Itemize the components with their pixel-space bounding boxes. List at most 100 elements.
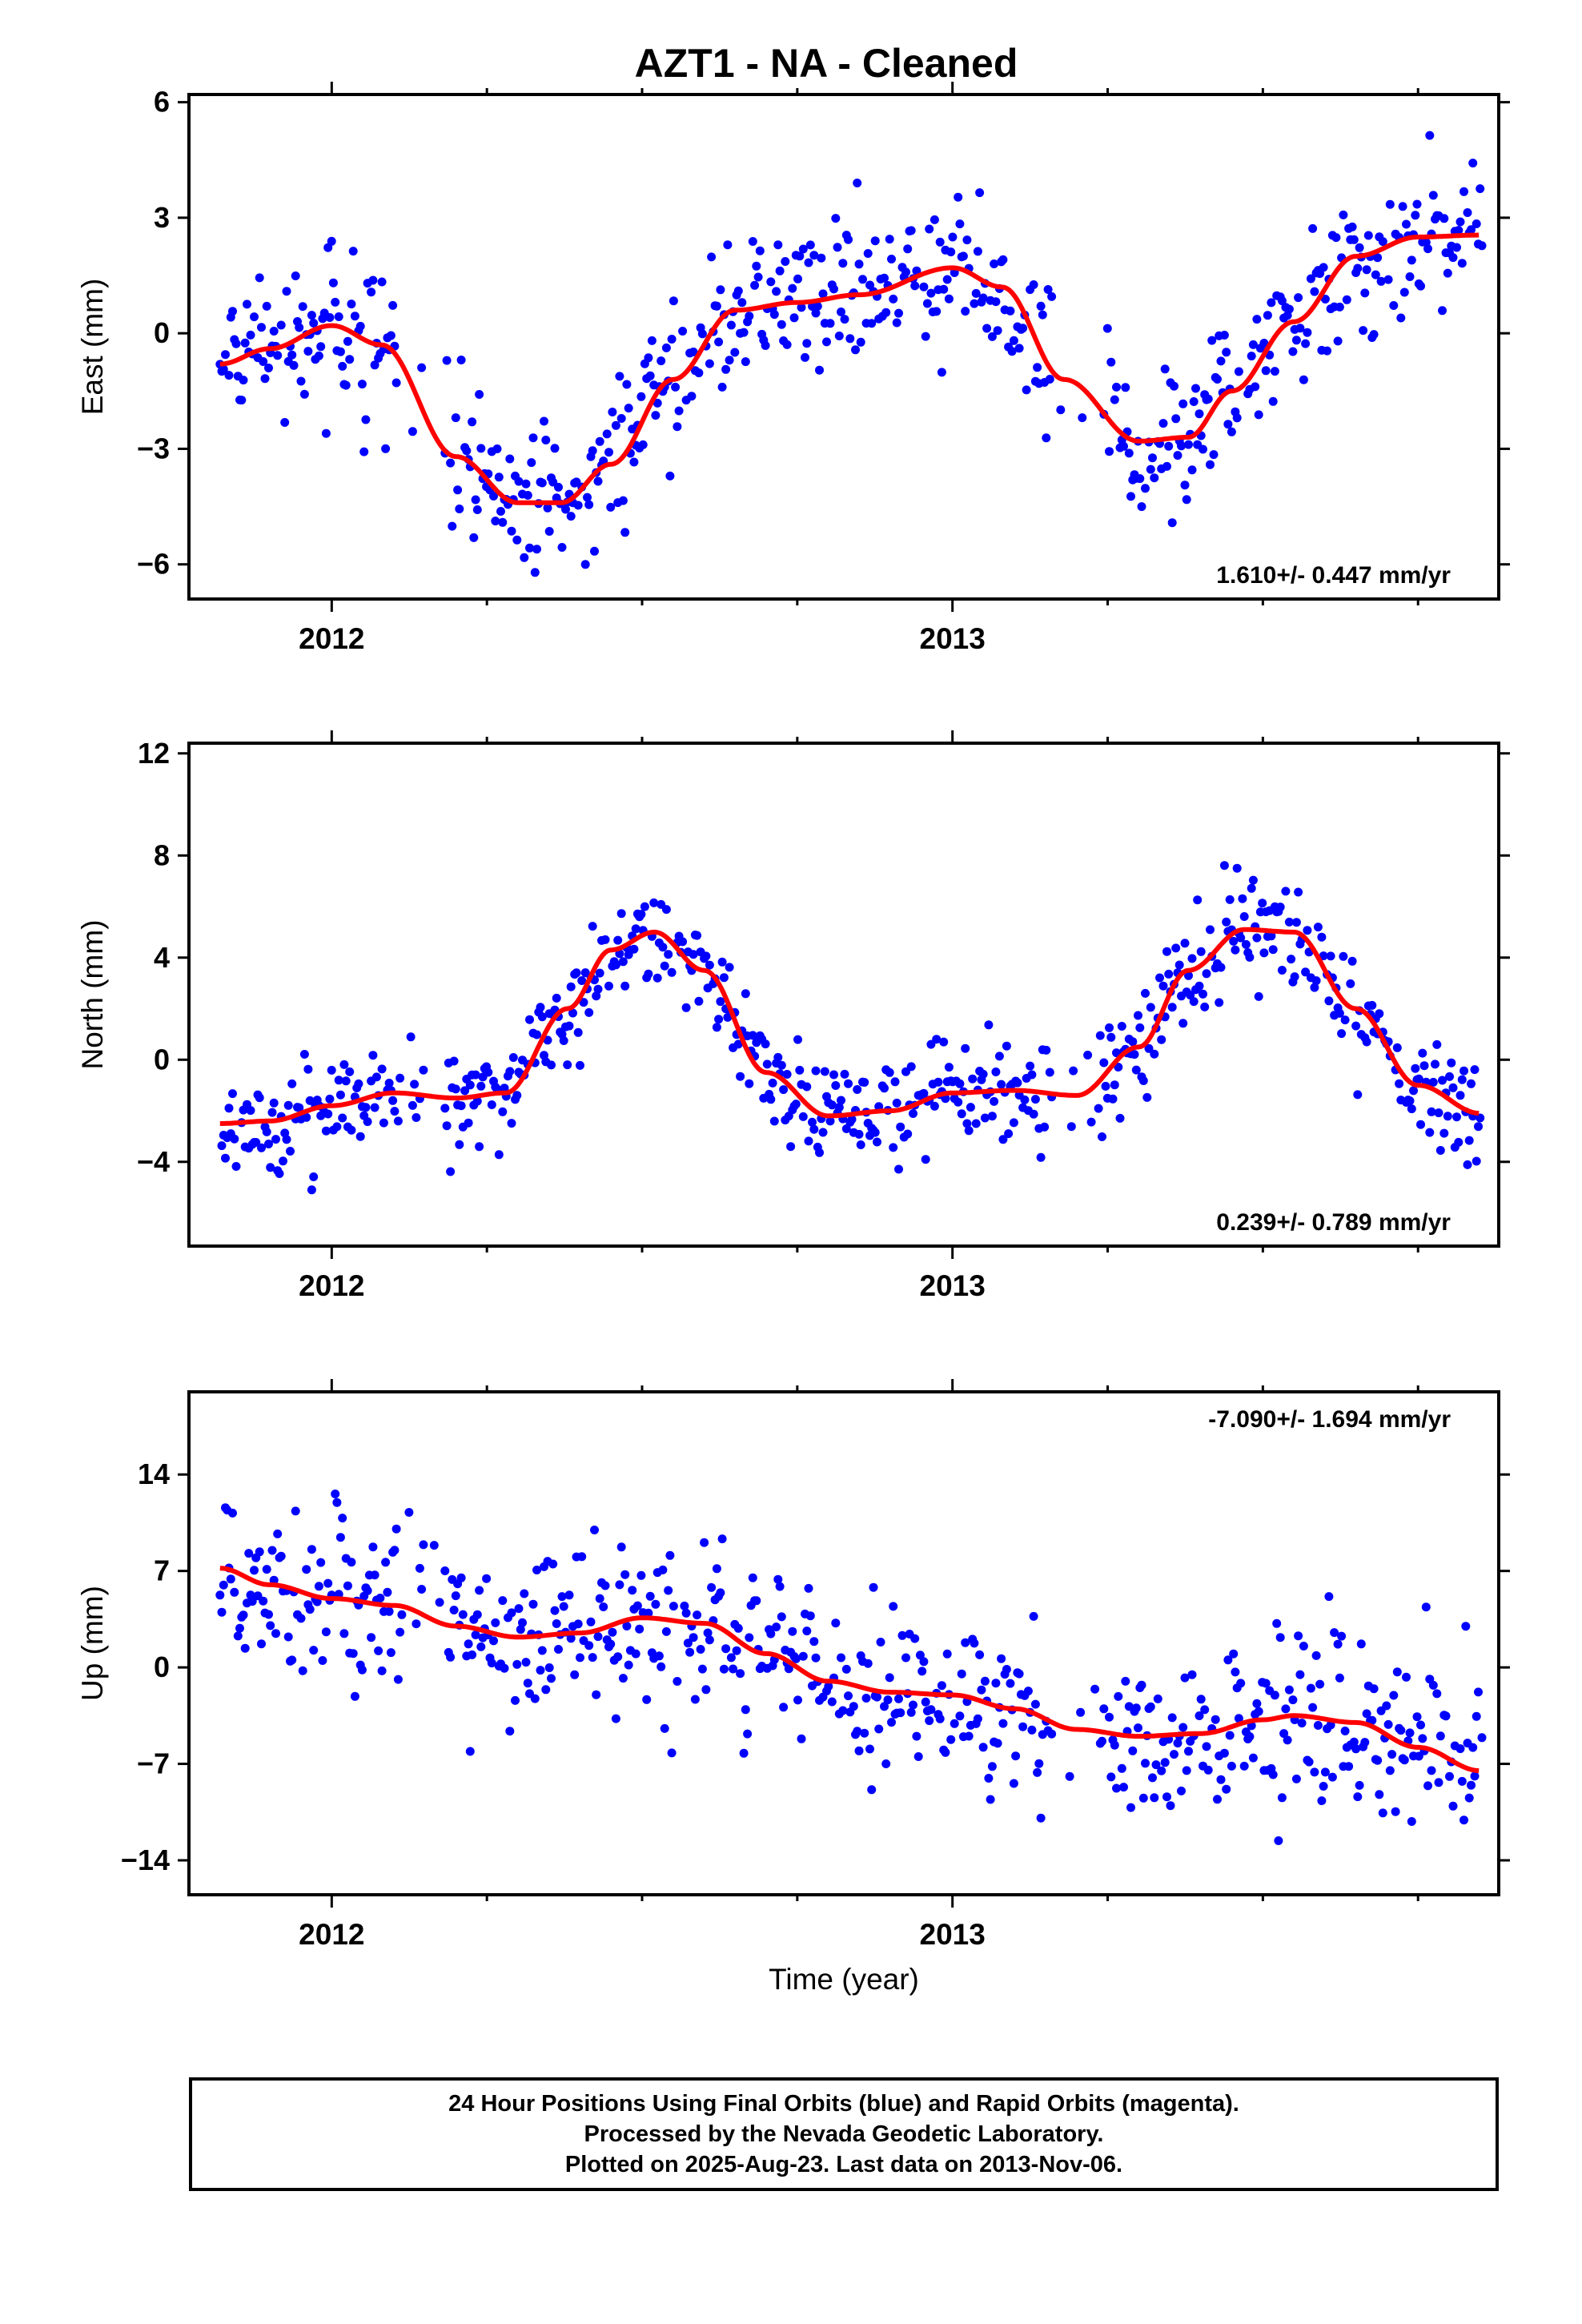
data-point — [239, 376, 248, 385]
data-point — [287, 1655, 297, 1665]
data-point — [1166, 1801, 1175, 1811]
data-point — [370, 1570, 379, 1580]
y-tick-label: −6 — [137, 548, 170, 581]
chart-title: AZT1 - NA - Cleaned — [635, 41, 1018, 86]
data-point — [978, 1743, 988, 1752]
data-point — [1290, 972, 1299, 982]
data-point — [1464, 1136, 1474, 1145]
data-point — [255, 1547, 264, 1557]
data-point — [350, 1691, 359, 1701]
data-point — [576, 1060, 584, 1070]
data-point — [901, 267, 910, 277]
data-point — [267, 1546, 277, 1555]
data-point — [707, 1582, 717, 1592]
data-point — [986, 1795, 995, 1804]
data-point — [1291, 336, 1301, 345]
data-point — [656, 356, 666, 366]
data-point — [863, 249, 873, 258]
data-point — [544, 527, 554, 536]
data-point — [600, 1581, 610, 1590]
data-point — [1150, 473, 1159, 483]
data-point — [1369, 1684, 1379, 1694]
data-point — [935, 1714, 945, 1723]
data-point — [1324, 996, 1334, 1006]
data-point — [1467, 225, 1476, 235]
data-point — [417, 363, 427, 372]
y-tick-label: −3 — [137, 432, 170, 464]
data-point — [512, 1091, 522, 1100]
data-point — [1126, 1803, 1135, 1812]
data-point — [690, 1695, 700, 1704]
data-point — [955, 1711, 965, 1721]
data-point — [1270, 367, 1279, 376]
data-point — [837, 1653, 845, 1663]
data-point — [1090, 1684, 1100, 1694]
data-point — [386, 331, 396, 340]
data-point — [237, 396, 247, 405]
data-point — [328, 278, 338, 287]
data-point — [733, 1623, 743, 1633]
data-point — [1234, 367, 1243, 376]
data-point — [1445, 1771, 1454, 1781]
data-point — [1182, 1766, 1191, 1775]
data-point — [1121, 1676, 1130, 1686]
data-point — [919, 282, 929, 292]
data-point — [968, 1074, 978, 1084]
data-point — [948, 232, 958, 242]
data-point — [323, 1109, 333, 1119]
data-point — [1363, 231, 1373, 240]
data-point — [1219, 861, 1229, 870]
data-point — [307, 1545, 316, 1554]
data-point — [1189, 997, 1199, 1007]
data-point — [726, 1653, 736, 1663]
data-point — [1308, 223, 1318, 233]
data-point — [1167, 518, 1177, 528]
data-point — [393, 1116, 403, 1126]
fit-curve — [219, 232, 1480, 505]
data-point — [219, 364, 228, 374]
data-point — [831, 214, 841, 223]
data-point — [419, 1540, 428, 1550]
data-point — [1076, 1707, 1086, 1717]
data-point — [1157, 1766, 1166, 1775]
data-point — [921, 1155, 930, 1164]
data-point — [925, 224, 934, 234]
data-point — [645, 1591, 655, 1601]
data-point — [1247, 352, 1256, 361]
data-point — [368, 275, 378, 285]
data-point — [1412, 199, 1422, 209]
data-point — [536, 1003, 545, 1012]
data-point — [299, 389, 309, 399]
data-point — [561, 505, 570, 514]
data-point — [1130, 1050, 1139, 1059]
data-point — [942, 275, 952, 284]
data-point — [577, 1552, 587, 1562]
data-point — [1371, 270, 1380, 279]
data-point — [721, 364, 731, 374]
data-point — [701, 1685, 711, 1695]
data-point — [736, 1072, 745, 1081]
x-tick-label: 2012 — [299, 622, 364, 655]
data-point — [958, 251, 968, 261]
data-point — [1119, 441, 1128, 451]
data-point — [217, 1607, 227, 1617]
data-point — [468, 1650, 477, 1659]
data-point — [1288, 1695, 1298, 1705]
data-point — [1333, 336, 1343, 346]
data-point — [661, 905, 671, 915]
data-point — [906, 226, 916, 235]
data-point — [1187, 954, 1197, 963]
data-point — [946, 247, 956, 257]
data-point — [818, 289, 828, 299]
data-point — [500, 1084, 509, 1093]
data-point — [748, 237, 757, 246]
data-point — [321, 428, 331, 438]
data-point — [580, 560, 590, 569]
data-point — [298, 1666, 307, 1675]
data-point — [1427, 1107, 1436, 1116]
data-point — [339, 1629, 349, 1638]
data-point — [616, 909, 626, 919]
data-point — [1291, 918, 1301, 927]
data-point — [557, 1592, 567, 1602]
data-point — [377, 1064, 387, 1074]
